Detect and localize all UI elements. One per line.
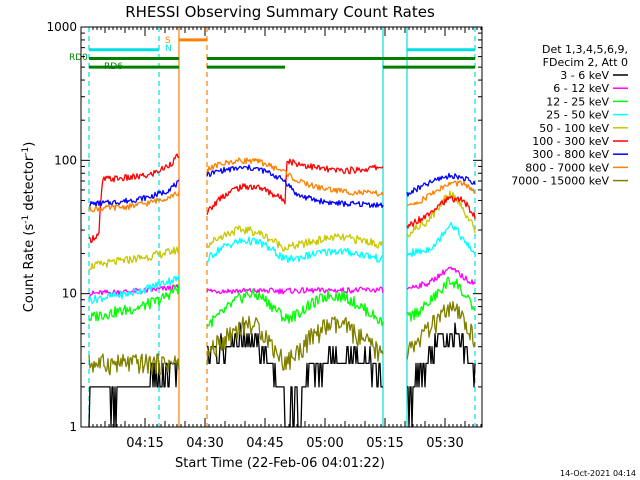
y-tick-label: 1	[69, 420, 77, 434]
x-axis: 04:15 04:30 04:45 05:00 05:15 05:30	[92, 27, 482, 451]
plot-frame	[80, 26, 483, 428]
plot-area: SN RD0 RD6	[69, 27, 476, 428]
x-tick-label: 04:45	[246, 436, 283, 451]
legend-entry: 25 - 50 keV	[546, 109, 609, 122]
series-line	[88, 190, 476, 271]
series-line	[88, 300, 476, 376]
legend-entry: 12 - 25 keV	[546, 95, 609, 108]
legend: Det 1,3,4,5,6,9,FDecim 2, Att 03 - 6 keV…	[511, 43, 628, 188]
flag-label: N	[165, 44, 172, 54]
x-tick-label: 05:30	[426, 436, 463, 451]
legend-entry: 300 - 800 keV	[532, 148, 609, 161]
legend-header: Det 1,3,4,5,6,9,	[542, 43, 628, 56]
x-tick-label: 04:15	[126, 436, 163, 451]
y-tick-label: 1000	[46, 20, 77, 34]
series-line	[88, 266, 476, 298]
chart-title: RHESSI Observing Summary Count Rates	[125, 3, 435, 21]
legend-entry: 100 - 300 keV	[532, 135, 609, 148]
x-tick-label: 05:00	[306, 436, 343, 451]
series-line	[88, 276, 476, 328]
legend-entry: 6 - 12 keV	[553, 82, 609, 95]
series-line	[88, 221, 476, 304]
y-axis-label: Count Rate (s-1 detector-1)	[21, 142, 37, 313]
y-tick-label: 100	[54, 153, 77, 167]
series-line	[89, 164, 476, 208]
y-axis: 1 10 100 1000	[46, 20, 482, 434]
legend-header: FDecim 2, Att 0	[543, 56, 628, 69]
series-line	[88, 153, 476, 244]
flag-label: S	[165, 36, 171, 46]
legend-entry: 800 - 7000 keV	[525, 161, 609, 174]
x-tick-label: 04:30	[186, 436, 223, 451]
legend-entry: 50 - 100 keV	[539, 122, 609, 135]
timestamp: 14-Oct-2021 04:14	[560, 469, 636, 478]
flag-label: RD0	[69, 53, 88, 63]
flag-label: RD6	[104, 62, 123, 72]
series-line	[88, 157, 476, 213]
legend-entry: 3 - 6 keV	[560, 69, 609, 82]
x-tick-label: 05:15	[366, 436, 403, 451]
y-tick-label: 10	[62, 287, 77, 301]
x-axis-label: Start Time (22-Feb-06 04:01:22)	[175, 456, 385, 471]
legend-entry: 7000 - 15000 keV	[511, 175, 609, 188]
series-line	[88, 322, 476, 428]
